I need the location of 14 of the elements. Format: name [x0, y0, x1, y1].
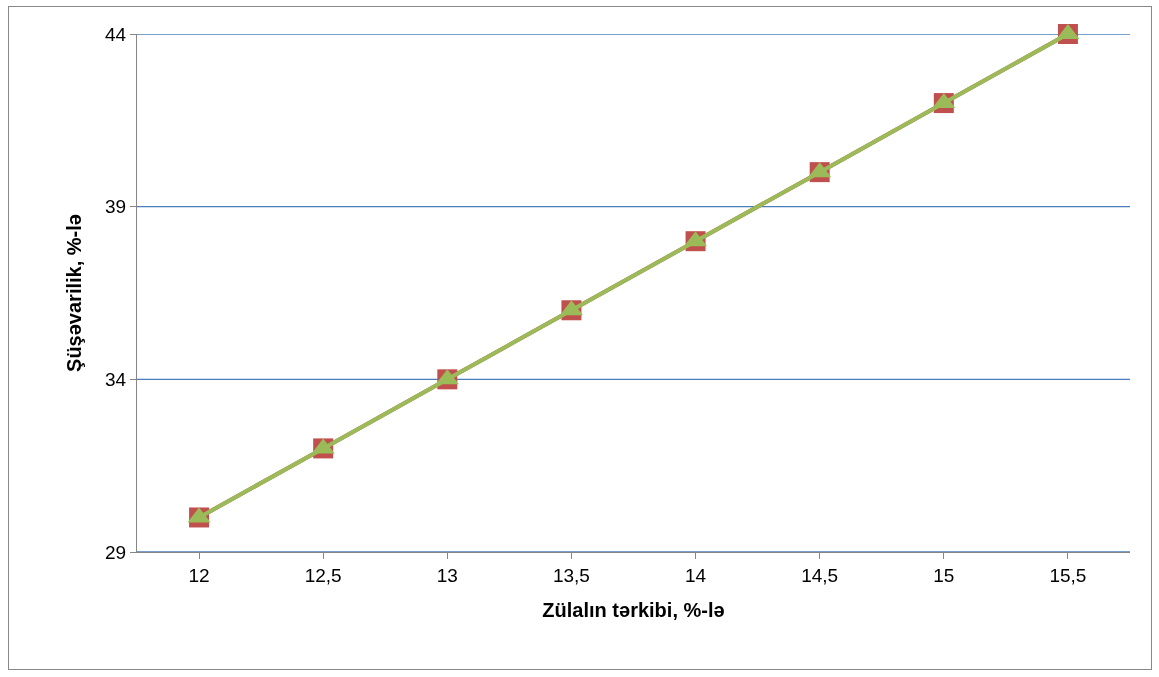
x-tick-label: 15: [933, 564, 955, 586]
y-tick-label: 29: [105, 541, 127, 563]
x-tick-label: 15,5: [1049, 564, 1087, 586]
y-axis-title: Şüşəvarilik, %-lə: [62, 214, 85, 372]
y-tick-label: 44: [105, 23, 127, 45]
x-tick-label: 13,5: [552, 564, 590, 586]
x-tick-label: 12,5: [304, 564, 342, 586]
x-tick-label: 14: [684, 564, 707, 586]
x-tick-label: 12: [188, 564, 210, 586]
y-tick-label: 39: [105, 196, 127, 218]
x-axis-title: Zülalın tərkibi, %-lə: [542, 599, 725, 622]
x-tick-label: 13: [436, 564, 458, 586]
y-tick-label: 34: [105, 368, 127, 390]
x-tick-label: 14,5: [801, 564, 839, 586]
